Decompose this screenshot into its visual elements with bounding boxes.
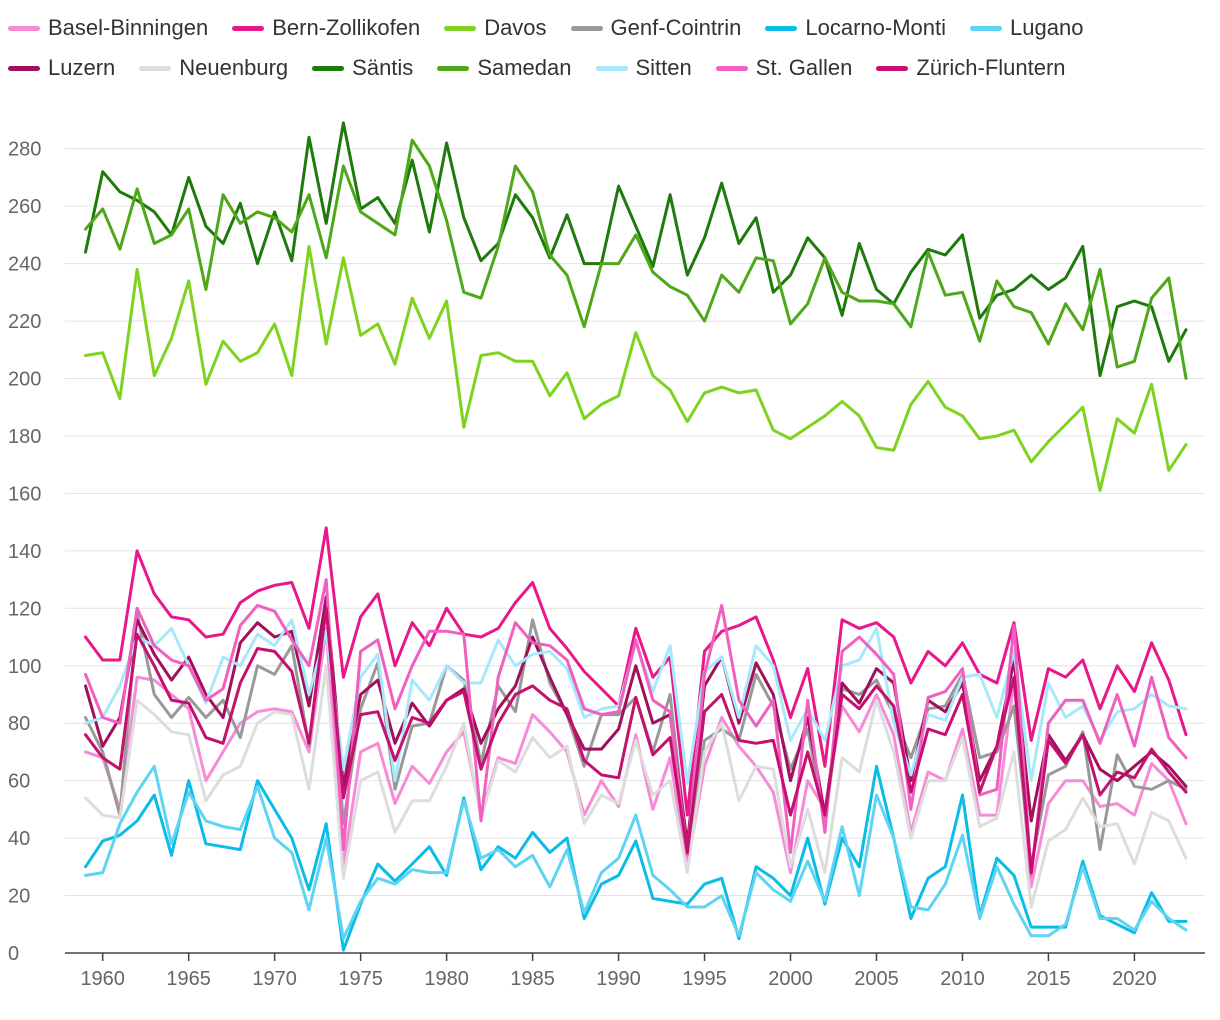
legend-label: Zürich-Fluntern [916, 55, 1066, 80]
legend: Basel-Binningen Bern-Zollikofen Davos Ge… [8, 8, 1212, 88]
series-line-zuerich-fluntern[interactable] [84, 606, 1188, 875]
y-tick-label: 160 [8, 483, 41, 505]
series-line-saentis[interactable] [84, 121, 1188, 378]
y-tick-label: 180 [8, 426, 41, 448]
series-line-lugano[interactable] [84, 764, 1188, 941]
legend-label: Neuenburg [179, 55, 289, 80]
series-lines [84, 121, 1188, 952]
legend-item-basel-binningen[interactable]: Basel-Binningen [8, 15, 208, 41]
legend-item-luzern[interactable]: Luzern [8, 55, 115, 81]
y-tick-label: 220 [8, 311, 41, 333]
legend-swatch [444, 25, 477, 31]
y-tick-label: 80 [8, 713, 30, 735]
x-tick-label: 2005 [854, 968, 899, 990]
x-tick-label: 2010 [940, 968, 985, 990]
legend-item-st-gallen[interactable]: St. Gallen [715, 55, 853, 81]
y-tick-label: 120 [8, 598, 41, 620]
legend-label: Basel-Binningen [48, 15, 209, 40]
legend-item-neuenburg[interactable]: Neuenburg [139, 55, 288, 81]
legend-row-2: Luzern Neuenburg Säntis Samedan Sitten S… [8, 48, 1212, 88]
legend-swatch [595, 65, 628, 71]
legend-label: Sitten [635, 55, 692, 80]
series-line-neuenburg[interactable] [84, 664, 1188, 909]
legend-item-zuerich-fluntern[interactable]: Zürich-Fluntern [876, 55, 1066, 81]
legend-label: Luzern [48, 55, 116, 80]
legend-item-locarno-monti[interactable]: Locarno-Monti [765, 15, 946, 41]
legend-swatch [970, 25, 1003, 31]
legend-label: St. Gallen [755, 55, 853, 80]
y-tick-label: 60 [8, 771, 30, 793]
legend-item-samedan[interactable]: Samedan [437, 55, 572, 81]
x-tick-label: 1995 [682, 968, 727, 990]
legend-swatch [139, 65, 172, 71]
legend-swatch [232, 25, 265, 31]
legend-item-genf-cointrin[interactable]: Genf-Cointrin [570, 15, 742, 41]
x-tick-label: 1970 [252, 968, 297, 990]
legend-item-saentis[interactable]: Säntis [312, 55, 413, 81]
legend-swatch [8, 25, 40, 31]
x-tick-label: 2015 [1026, 968, 1071, 990]
legend-label: Bern-Zollikofen [272, 15, 421, 40]
series-line-bern-zollikofen[interactable] [84, 526, 1188, 817]
y-tick-label: 140 [8, 541, 41, 563]
y-tick-label: 0 [8, 943, 19, 965]
x-tick-label: 2000 [768, 968, 813, 990]
y-tick-label: 200 [8, 369, 41, 391]
series-line-samedan[interactable] [84, 138, 1188, 380]
x-tick-label: 1985 [510, 968, 555, 990]
legend-item-davos[interactable]: Davos [444, 15, 547, 41]
legend-label: Lugano [1010, 15, 1084, 40]
x-tick-label: 1975 [338, 968, 383, 990]
legend-swatch [437, 65, 470, 71]
x-tick-label: 1980 [424, 968, 469, 990]
x-tick-label: 1960 [80, 968, 125, 990]
x-axis: 1960 1965 1970 1975 1980 1985 1990 1995 2000 2005… [65, 952, 1205, 990]
legend-row-1: Basel-Binningen Bern-Zollikofen Davos Ge… [8, 8, 1212, 48]
y-tick-label: 20 [8, 886, 30, 908]
legend-label: Samedan [477, 55, 572, 80]
legend-swatch [715, 65, 748, 71]
legend-swatch [312, 65, 345, 71]
x-tick-label: 2020 [1112, 968, 1157, 990]
legend-swatch [570, 25, 603, 31]
legend-item-bern-zollikofen[interactable]: Bern-Zollikofen [232, 15, 420, 41]
series-line-locarno-monti[interactable] [84, 764, 1188, 952]
legend-item-lugano[interactable]: Lugano [970, 15, 1083, 41]
x-tick-label: 1965 [166, 968, 211, 990]
x-tick-label: 1990 [596, 968, 641, 990]
grid [65, 148, 1205, 897]
legend-swatch [765, 25, 798, 31]
y-tick-label: 280 [8, 139, 41, 161]
y-tick-label: 260 [8, 196, 41, 218]
legend-swatch [876, 65, 909, 71]
legend-label: Säntis [352, 55, 414, 80]
legend-label: Genf-Cointrin [610, 15, 742, 40]
legend-label: Davos [484, 15, 547, 40]
legend-label: Locarno-Monti [805, 15, 947, 40]
series-line-st-gallen[interactable] [84, 578, 1188, 877]
legend-swatch [8, 65, 40, 71]
legend-item-sitten[interactable]: Sitten [595, 55, 692, 81]
y-tick-label: 240 [8, 254, 41, 276]
y-tick-label: 40 [8, 828, 30, 850]
series-line-davos[interactable] [84, 244, 1188, 492]
series-line-basel-binningen[interactable] [84, 626, 1188, 889]
y-tick-label: 100 [8, 656, 41, 678]
y-axis: 0 20 40 60 80 100 120 140 160 180 200 220 240 260 280 [8, 139, 41, 965]
